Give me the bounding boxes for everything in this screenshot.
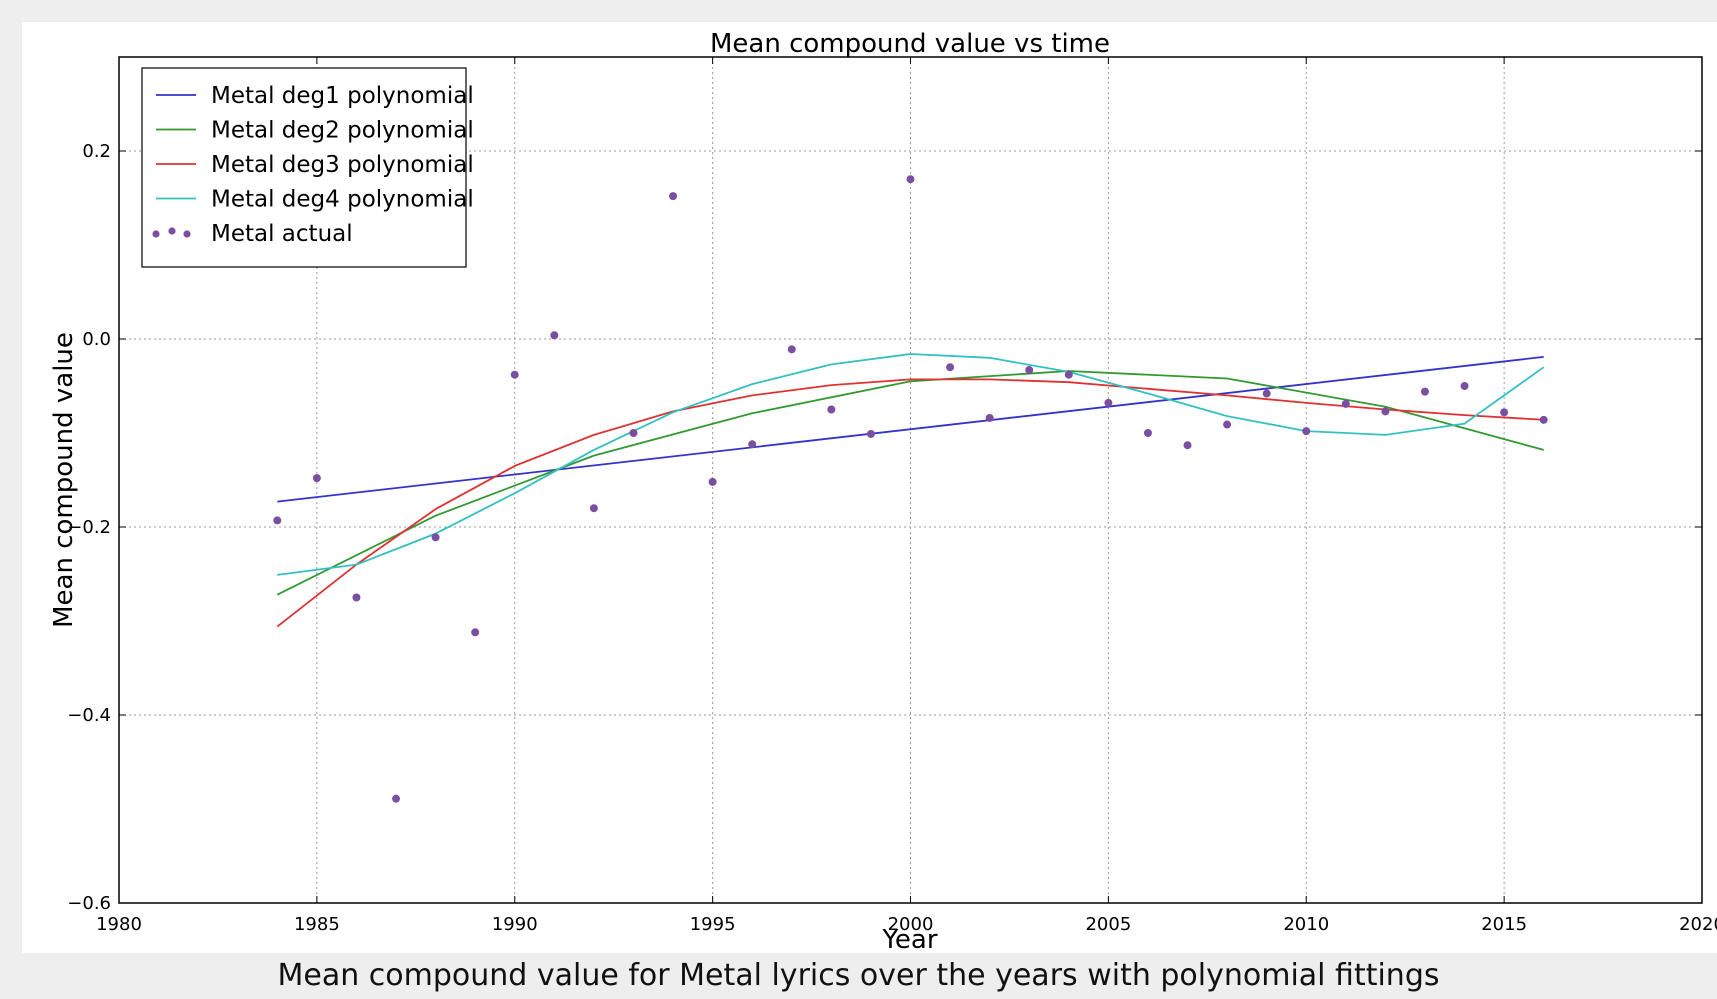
x-tick-label: 1990 <box>492 914 538 935</box>
data-point <box>1223 420 1232 429</box>
x-tick-label: 1985 <box>294 914 340 935</box>
series-line <box>276 370 1544 596</box>
data-point <box>589 504 598 513</box>
data-point <box>827 405 836 414</box>
data-point <box>510 370 519 379</box>
series-line <box>277 353 1545 576</box>
data-point <box>669 192 678 201</box>
data-point <box>392 794 401 803</box>
x-tick-label: 2000 <box>888 914 934 935</box>
y-tick-label: −0.6 <box>67 893 111 914</box>
data-point <box>431 533 440 542</box>
data-point <box>946 363 955 372</box>
chart-title: Mean compound value vs time <box>710 29 1110 59</box>
data-point <box>312 474 321 483</box>
legend-entry: Metal actual <box>211 221 353 247</box>
legend: Metal deg1 polynomial Metal deg2 polynomi… <box>141 67 474 268</box>
legend-entry: Metal deg1 polynomial <box>211 83 474 109</box>
data-point <box>273 516 282 525</box>
data-point <box>1262 389 1271 398</box>
x-tick-label: 1980 <box>96 914 142 935</box>
data-point <box>1460 382 1469 390</box>
data-point <box>787 345 796 354</box>
data-point <box>708 477 717 486</box>
y-axis-label: Mean compound value <box>49 332 79 628</box>
data-point <box>1341 399 1350 408</box>
data-point <box>352 593 361 602</box>
legend-entry: Metal deg2 polynomial <box>211 118 474 144</box>
legend-marker <box>168 227 176 235</box>
y-tick-label: −0.2 <box>67 517 111 538</box>
legend-marker <box>152 230 160 238</box>
ticks: 1980 1985 1990 1995 2000 2005 2010 2015 2020 −0.6… <box>67 57 1717 935</box>
series-layer <box>273 175 1548 803</box>
data-point <box>906 175 915 184</box>
data-point <box>550 331 559 340</box>
legend-entry: Metal deg4 polynomial <box>211 187 474 213</box>
legend-marker <box>183 230 191 238</box>
x-tick-label: 2005 <box>1085 914 1131 935</box>
y-tick-label: 0.2 <box>82 141 111 162</box>
data-point <box>1064 370 1073 379</box>
data-point <box>629 429 638 437</box>
chart: 1980 1985 1990 1995 2000 2005 2010 2015 2020 −0.6… <box>49 29 1717 953</box>
data-point <box>985 413 994 422</box>
x-tick-label: 2015 <box>1481 914 1527 935</box>
data-point <box>471 628 480 637</box>
x-axis-label: Year <box>881 925 937 953</box>
data-point <box>1420 387 1429 396</box>
data-point <box>1104 398 1113 407</box>
legend-box <box>141 67 467 268</box>
data-point <box>866 429 875 438</box>
x-tick-label: 2010 <box>1283 914 1329 935</box>
series-line <box>277 356 1544 503</box>
data-point <box>1025 366 1034 375</box>
data-point <box>1381 407 1390 416</box>
figure: 1980 1985 1990 1995 2000 2005 2010 2015 2020 −0.6… <box>22 22 1717 953</box>
data-point <box>748 440 757 449</box>
data-point <box>1500 408 1509 417</box>
series-line <box>276 378 1544 628</box>
figure-caption: Mean compound value for Metal lyrics ove… <box>277 958 1440 993</box>
y-tick-label: 0.0 <box>82 329 111 350</box>
y-tick-label: −0.4 <box>67 705 111 726</box>
data-point <box>1302 427 1311 436</box>
data-point <box>1539 415 1548 424</box>
x-tick-label: 2020 <box>1679 914 1717 935</box>
data-point <box>1183 441 1192 450</box>
data-point <box>1143 429 1152 437</box>
x-tick-label: 1995 <box>690 914 736 935</box>
legend-entry: Metal deg3 polynomial <box>211 152 474 178</box>
